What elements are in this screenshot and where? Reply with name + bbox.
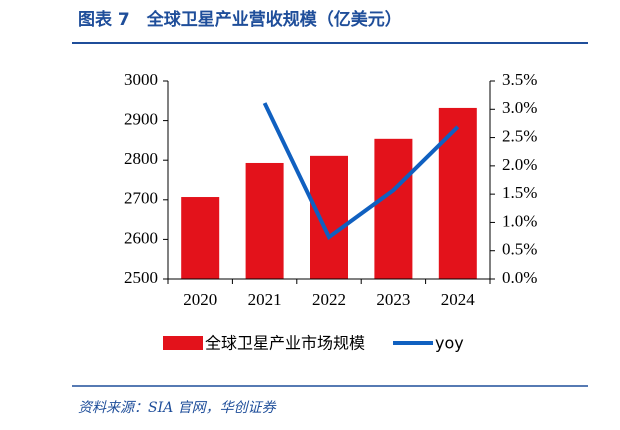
bar bbox=[310, 155, 348, 279]
x-tick-label: 2022 bbox=[312, 290, 346, 309]
x-tick-label: 2024 bbox=[441, 290, 476, 309]
bar bbox=[245, 162, 284, 279]
legend-label: yoy bbox=[435, 334, 464, 353]
y-tick-label: 2800 bbox=[124, 149, 158, 168]
y2-tick-label: 3.0% bbox=[502, 98, 537, 117]
y2-tick-label: 3.5% bbox=[502, 70, 537, 89]
y-tick-label: 3000 bbox=[124, 70, 158, 89]
y-tick-label: 2500 bbox=[124, 268, 158, 287]
x-tick-label: 2021 bbox=[248, 290, 282, 309]
y-tick-label: 2900 bbox=[124, 110, 158, 129]
y2-tick-label: 0.0% bbox=[502, 268, 537, 287]
y2-tick-label: 1.0% bbox=[502, 211, 537, 230]
legend-swatch bbox=[163, 336, 203, 350]
chart-title: 图表 7 全球卫星产业营收规模（亿美元） bbox=[78, 9, 402, 30]
bar bbox=[438, 107, 477, 279]
source: 资料来源：SIA 官网，华创证券 bbox=[78, 400, 277, 416]
y2-tick-label: 2.0% bbox=[502, 155, 537, 174]
bar bbox=[181, 197, 220, 279]
x-tick-label: 2020 bbox=[183, 290, 217, 309]
legend-label: 全球卫星产业市场规模 bbox=[205, 334, 365, 353]
bar bbox=[374, 138, 413, 279]
x-tick-label: 2023 bbox=[376, 290, 410, 309]
y-tick-label: 2600 bbox=[124, 228, 158, 247]
y2-tick-label: 0.5% bbox=[502, 240, 537, 259]
y2-tick-label: 1.5% bbox=[502, 183, 537, 202]
y2-tick-label: 2.5% bbox=[502, 126, 537, 145]
line bbox=[262, 102, 460, 241]
y-tick-label: 2700 bbox=[124, 189, 158, 208]
